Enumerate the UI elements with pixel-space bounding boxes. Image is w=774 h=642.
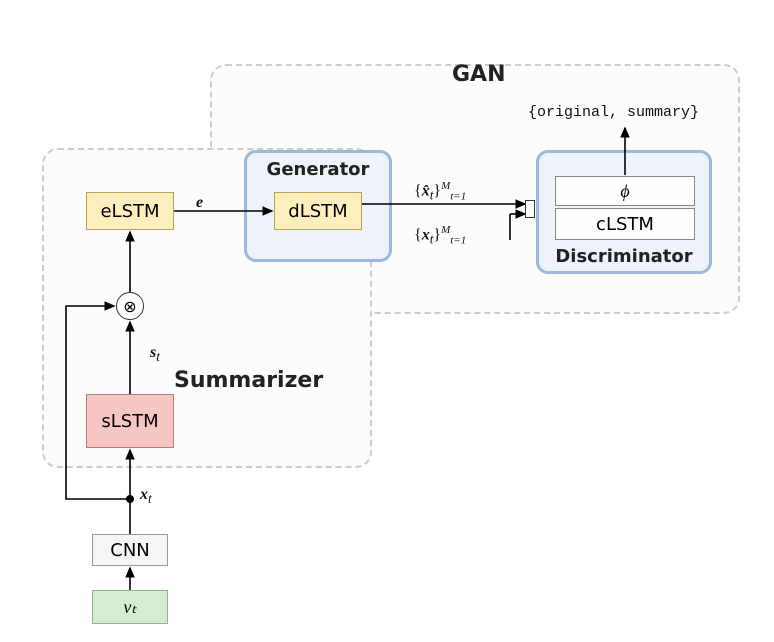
summarizer-title: Summarizer xyxy=(174,368,323,393)
phi-label: ϕ xyxy=(620,181,629,202)
junction-dot xyxy=(126,495,134,503)
phi-node: ϕ xyxy=(555,176,695,206)
vt-label: vₜ xyxy=(123,597,136,618)
xt-label: xt xyxy=(140,486,152,507)
dlstm-label: dLSTM xyxy=(288,201,347,222)
input-switch-icon xyxy=(525,200,535,218)
elstm-node: eLSTM xyxy=(86,192,174,230)
discriminator-title: Discriminator xyxy=(539,246,709,267)
e-label: e xyxy=(196,194,203,212)
dlstm-node: dLSTM xyxy=(274,192,362,230)
gan-title: GAN xyxy=(452,62,506,87)
elstm-label: eLSTM xyxy=(100,201,159,222)
slstm-node: sLSTM xyxy=(86,394,174,448)
cnn-node: CNN xyxy=(92,534,168,566)
multiply-node: ⊗ xyxy=(116,292,144,320)
clstm-node: cLSTM xyxy=(555,208,695,240)
cnn-label: CNN xyxy=(110,540,150,561)
slstm-label: sLSTM xyxy=(101,411,158,432)
xhat-label: {x̂t}Mt=1 xyxy=(414,180,466,204)
xorig-label: {xt}Mt=1 xyxy=(414,224,466,248)
clstm-label: cLSTM xyxy=(596,214,654,235)
vt-node: vₜ xyxy=(92,590,168,624)
st-label: st xyxy=(150,344,160,365)
multiply-symbol: ⊗ xyxy=(123,297,136,316)
generator-title: Generator xyxy=(247,159,389,180)
output-label: {original, summary} xyxy=(528,104,699,121)
